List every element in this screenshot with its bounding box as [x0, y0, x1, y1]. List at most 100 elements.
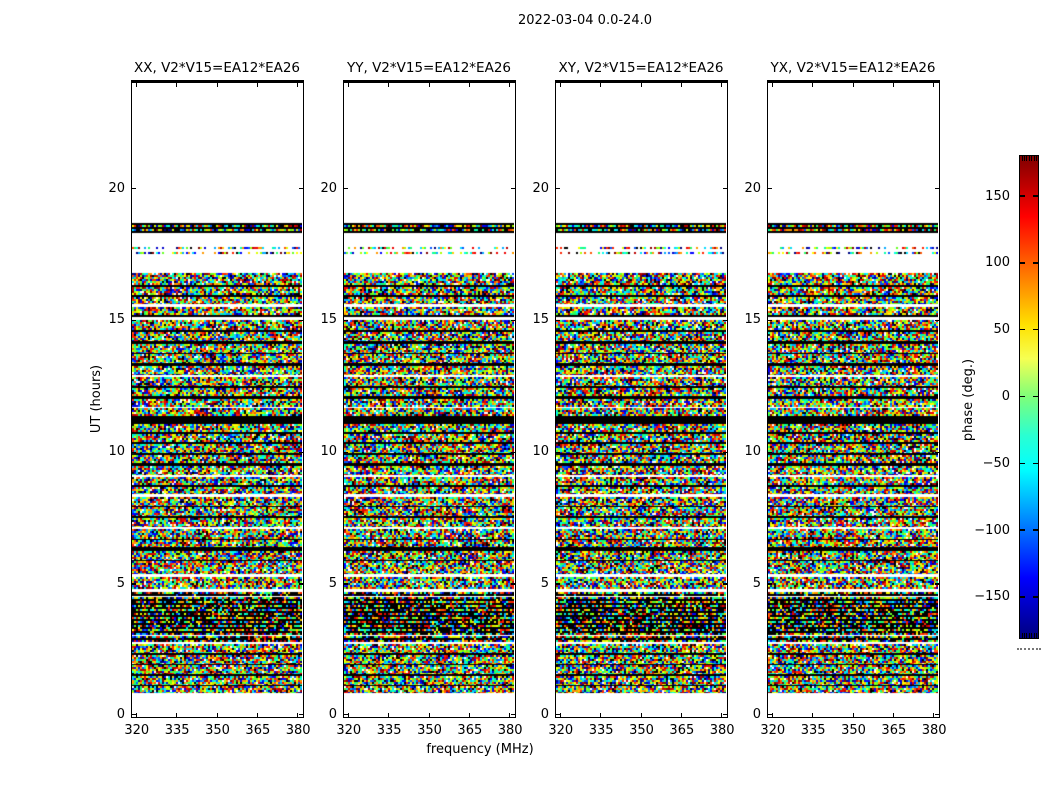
- y-tick-label: 15: [744, 312, 761, 328]
- y-tick-mark: [132, 319, 136, 322]
- colorbar-end-hatch: [1026, 633, 1028, 638]
- x-tick-mark: [468, 83, 470, 87]
- y-tick-mark: [556, 451, 560, 453]
- x-tick-mark: [388, 713, 390, 717]
- colorbar-end-hatch: [1028, 633, 1030, 638]
- y-tick-label: 10: [108, 444, 125, 460]
- x-tick-mark: [176, 83, 178, 87]
- x-tick-label: 380: [921, 723, 947, 738]
- colorbar-end-hatch: [1031, 156, 1033, 161]
- colorbar-tick-label: −50: [982, 455, 1010, 471]
- y-tick-mark: [723, 319, 727, 322]
- colorbar-end-hatch: [1026, 156, 1028, 161]
- y-tick-label: 0: [752, 706, 761, 722]
- y-tick-label: 10: [320, 444, 337, 460]
- colorbar-tick-label: 0: [1001, 389, 1010, 404]
- y-tick-mark: [935, 187, 939, 190]
- x-tick-mark: [771, 713, 773, 717]
- x-tick-label: 350: [629, 723, 654, 738]
- x-tick-label: 350: [205, 723, 230, 738]
- colorbar-tick-mark: [1020, 328, 1025, 331]
- y-tick-label: 10: [532, 444, 549, 460]
- x-tick-label: 380: [497, 723, 523, 738]
- y-tick-label: 20: [744, 180, 761, 196]
- colorbar-end-hatch: [1033, 633, 1035, 638]
- colorbar-tick-mark: [1020, 596, 1025, 598]
- x-tick-mark: [933, 83, 935, 87]
- y-tick-mark: [299, 319, 303, 322]
- x-tick-mark: [216, 83, 218, 87]
- y-axis-label: UT (hours): [89, 364, 104, 434]
- x-tick-mark: [135, 713, 137, 717]
- x-tick-label: 320: [124, 723, 150, 738]
- panel-xy-plot: [555, 80, 728, 718]
- colorbar-tick-mark: [1033, 529, 1038, 531]
- panel-yx-heatmap: [768, 83, 938, 716]
- y-tick-label: 5: [752, 576, 761, 592]
- x-tick-mark: [256, 713, 258, 717]
- y-tick-mark: [299, 713, 303, 716]
- colorbar-tick-label: −100: [974, 522, 1010, 538]
- y-tick-mark: [511, 187, 515, 190]
- y-tick-label: 5: [116, 576, 125, 592]
- x-tick-mark: [297, 83, 299, 87]
- y-tick-mark: [299, 451, 303, 453]
- y-tick-mark: [344, 319, 348, 322]
- y-tick-mark: [132, 713, 136, 716]
- colorbar-end-hatch: [1035, 633, 1037, 638]
- y-tick-mark: [132, 187, 136, 190]
- colorbar-tick-mark: [1020, 262, 1025, 264]
- colorbar-end-hatch: [1035, 156, 1037, 161]
- colorbar-tick-mark: [1020, 395, 1025, 398]
- y-tick-mark: [768, 319, 772, 322]
- x-tick-mark: [600, 713, 602, 717]
- colorbar-tick-mark: [1033, 328, 1038, 331]
- x-tick-label: 365: [457, 723, 483, 738]
- y-tick-mark: [723, 713, 727, 716]
- x-tick-label: 335: [164, 723, 190, 738]
- x-tick-label: 335: [588, 723, 614, 738]
- y-tick-mark: [299, 187, 303, 190]
- x-tick-mark: [559, 713, 561, 717]
- x-tick-label: 350: [841, 723, 866, 738]
- y-tick-mark: [556, 713, 560, 716]
- y-tick-mark: [132, 583, 136, 585]
- x-tick-label: 320: [336, 723, 362, 738]
- panel-title-yx: YX, V2*V15=EA12*EA26: [770, 60, 936, 76]
- x-tick-label: 365: [669, 723, 695, 738]
- panel-title-yy: YY, V2*V15=EA12*EA26: [346, 60, 512, 76]
- panel-yx-plot: [767, 80, 940, 718]
- y-tick-label: 5: [540, 576, 549, 592]
- colorbar-end-hatch: [1021, 633, 1023, 638]
- y-tick-mark: [768, 713, 772, 716]
- x-tick-mark: [640, 713, 642, 717]
- x-tick-mark: [640, 83, 642, 87]
- y-tick-mark: [556, 187, 560, 190]
- y-tick-label: 15: [320, 312, 337, 328]
- colorbar-end-hatch: [1028, 156, 1030, 161]
- x-tick-mark: [509, 713, 511, 717]
- x-axis-label: frequency (MHz): [426, 742, 534, 757]
- colorbar-end-hatch: [1023, 156, 1025, 161]
- colorbar-tick-label: −150: [974, 589, 1010, 605]
- x-tick-mark: [176, 713, 178, 717]
- colorbar-tick-mark: [1020, 195, 1025, 197]
- y-tick-mark: [556, 319, 560, 322]
- colorbar-tick-mark: [1033, 596, 1038, 598]
- y-tick-label: 20: [108, 180, 125, 196]
- colorbar-tick-mark: [1033, 262, 1038, 264]
- y-tick-mark: [768, 583, 772, 585]
- colorbar-tick-mark: [1033, 462, 1038, 465]
- x-tick-mark: [892, 713, 894, 717]
- colorbar-tick-mark: [1020, 462, 1025, 465]
- y-tick-label: 15: [532, 312, 549, 328]
- y-tick-label: 10: [744, 444, 761, 460]
- x-tick-mark: [721, 713, 723, 717]
- y-tick-mark: [344, 451, 348, 453]
- colorbar-tick-label: 150: [985, 188, 1010, 204]
- y-tick-mark: [511, 319, 515, 322]
- colorbar-tick-label: 100: [985, 255, 1010, 271]
- y-tick-label: 20: [320, 180, 337, 196]
- x-tick-mark: [812, 713, 814, 717]
